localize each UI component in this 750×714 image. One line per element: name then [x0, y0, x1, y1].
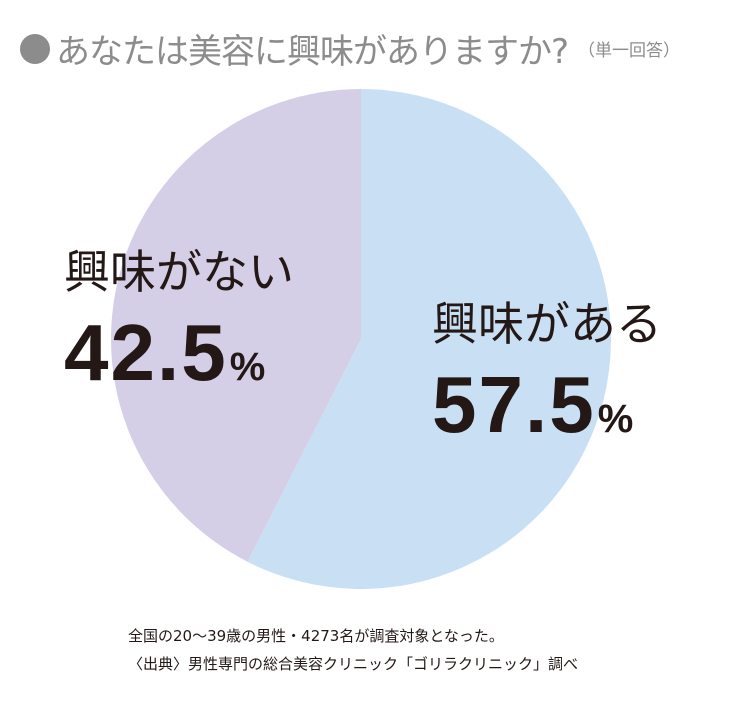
pie-slice-interested	[247, 89, 611, 589]
circle-bullet-icon	[20, 33, 50, 64]
chart-title: あなたは美容に興味がありますか? （単一回答）	[20, 24, 680, 73]
slice-value-label: 57.5%	[432, 360, 633, 449]
footnotes: 全国の20〜39歳の男性・4273名が調査対象となった。 〈出典〉男性専門の総合…	[128, 622, 578, 678]
pie-slices	[110, 89, 611, 589]
title-text: あなたは美容に興味がありますか?	[56, 32, 569, 72]
slice-label: 興味がない	[64, 245, 294, 299]
slice-value-label: 42.5%	[64, 308, 265, 397]
pie-slice-not-interested	[110, 89, 361, 562]
slice-label: 興味がある	[432, 297, 662, 351]
footnote-survey: 全国の20〜39歳の男性・4273名が調査対象となった。	[128, 627, 504, 645]
footnote-source: 〈出典〉男性専門の総合美容クリニック「ゴリラクリニック」調べ	[128, 655, 579, 673]
pie-labels: 興味がある 57.5% 興味がない 42.5%	[64, 245, 662, 449]
title-note: （単一回答）	[578, 41, 681, 61]
